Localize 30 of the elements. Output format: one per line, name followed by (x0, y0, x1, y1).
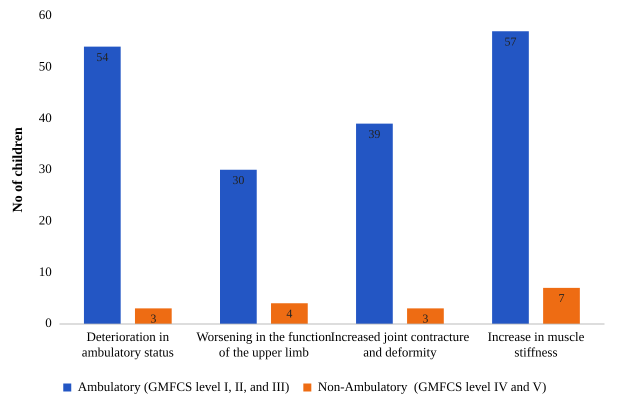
y-tick-label: 60 (38, 7, 52, 22)
legend-label: Ambulatory (GMFCS level I, II, and III) (78, 378, 290, 394)
x-tick-label: Increase in muscle stiffness (488, 329, 585, 360)
y-tick-label: 40 (38, 110, 52, 125)
x-tick-label: Worsening in the function of the upper limb (196, 329, 332, 360)
bar (84, 46, 121, 324)
y-tick-label: 20 (38, 212, 52, 228)
x-tick-label: Increased joint contracture and deformity (330, 329, 470, 360)
data-label: 54 (96, 50, 108, 64)
bar (220, 170, 257, 324)
data-label: 4 (286, 306, 292, 320)
y-tick-label: 10 (38, 264, 52, 279)
bar (134, 308, 172, 324)
data-label: 3 (150, 312, 156, 326)
data-label: 7 (558, 291, 564, 306)
bar (492, 31, 529, 324)
bar (407, 308, 444, 324)
bar (271, 303, 308, 324)
x-tick-label: Deterioration in ambulatory status (82, 329, 174, 360)
y-tick-label: 30 (38, 161, 52, 176)
y-tick-label: 50 (38, 58, 52, 74)
data-label: 39 (368, 126, 380, 141)
bar (356, 124, 393, 324)
y-axis-title: No of children (11, 126, 26, 212)
data-label: 30 (232, 172, 244, 187)
data-label: 3 (422, 312, 428, 326)
legend-label: Non-Ambulatory (GMFCS level IV and V) (318, 378, 546, 394)
data-label: 57 (504, 34, 516, 48)
bar (543, 288, 580, 324)
y-tick-label: 0 (45, 315, 52, 330)
